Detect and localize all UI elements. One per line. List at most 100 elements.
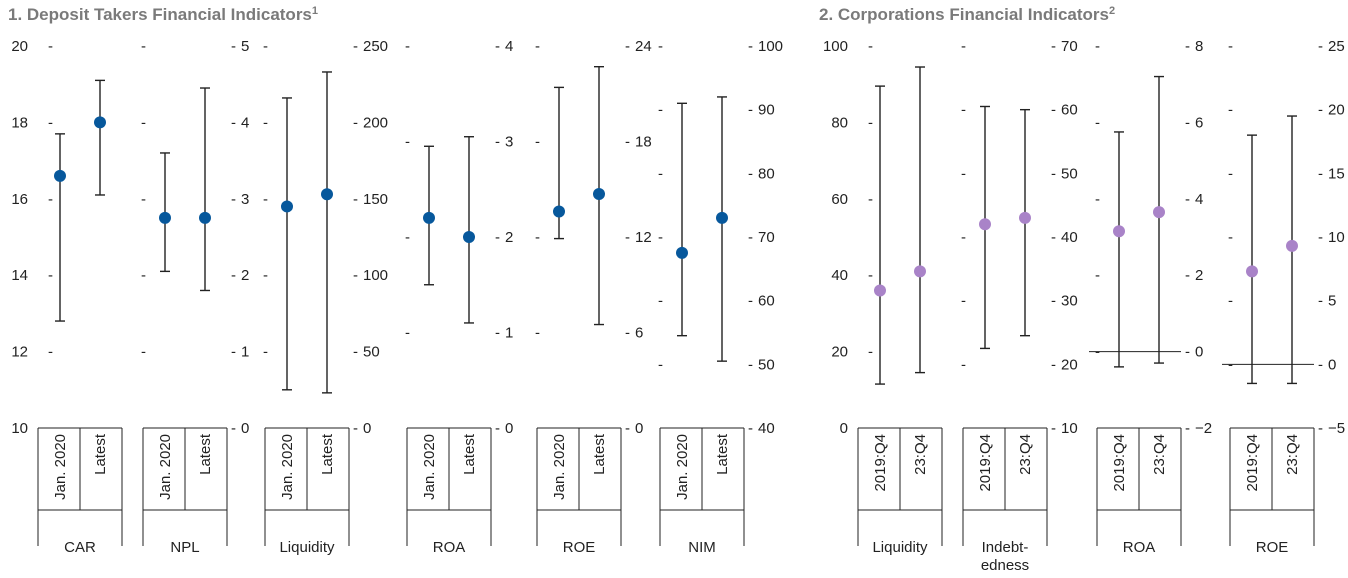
p2-liquidity-period-label: 2019:Q4 bbox=[872, 434, 889, 492]
p2-liquidity-group-label: Liquidity bbox=[872, 539, 928, 556]
p2-indebtedness-tick-mark: - bbox=[1051, 356, 1056, 373]
p2-roa-tick-mark: - bbox=[1185, 38, 1190, 55]
p1-roa-tick-label: 0 bbox=[505, 420, 513, 437]
p2-roe-tick-label: 25 bbox=[1328, 38, 1345, 55]
p2-roe-left-tick-mark: - bbox=[1228, 356, 1233, 373]
p1-nim-left-tick-mark: - bbox=[658, 293, 663, 310]
p2-indebtedness-tick-label: 20 bbox=[1061, 356, 1078, 373]
p2-roa-period-label: 2019:Q4 bbox=[1111, 434, 1128, 492]
p1-nim-tick-label: 60 bbox=[758, 293, 775, 310]
p1-liquidity-left-tick-mark: - bbox=[263, 267, 268, 284]
p1-car-value-point bbox=[94, 116, 106, 129]
p1-liquidity-value-point bbox=[321, 188, 333, 201]
p1-nim-tick-label: 40 bbox=[758, 420, 775, 437]
p2-liquidity-tick-label: 60 bbox=[831, 191, 848, 208]
p1-roa-period-label: Jan. 2020 bbox=[421, 434, 438, 500]
p2-indebtedness-value-point bbox=[979, 218, 991, 231]
p2-roe-group-label: ROE bbox=[1256, 539, 1289, 556]
p1-nim-left-tick-mark: - bbox=[658, 229, 663, 246]
p1-car-tick-label: 18 bbox=[11, 114, 28, 131]
p1-nim-left-tick-mark: - bbox=[658, 38, 663, 55]
p1-nim-tick-label: 80 bbox=[758, 165, 775, 182]
p2-liquidity-tick-mark: - bbox=[868, 38, 873, 55]
p2-roa-tick-label: 6 bbox=[1195, 114, 1203, 131]
p2-roe-tick-mark: - bbox=[1318, 293, 1323, 310]
p1-npl-tick-mark: - bbox=[231, 344, 236, 361]
p1-nim-value-point bbox=[716, 211, 728, 224]
p2-roe-tick-mark: - bbox=[1318, 420, 1323, 437]
p1-roe-tick-label: 18 bbox=[635, 134, 652, 151]
p1-liquidity-tick-label: 250 bbox=[363, 38, 388, 55]
p2-roe-period-label: 2019:Q4 bbox=[1244, 434, 1261, 492]
p1-roa-tick-mark: - bbox=[495, 420, 500, 437]
p1-roe-left-tick-mark: - bbox=[535, 229, 540, 246]
p1-npl-left-tick-mark: - bbox=[141, 38, 146, 55]
p1-nim-tick-mark: - bbox=[748, 229, 753, 246]
p1-npl-tick-mark: - bbox=[231, 267, 236, 284]
p1-npl-value-point bbox=[199, 211, 211, 224]
p1-npl-left-tick-mark: - bbox=[141, 114, 146, 131]
p2-indebtedness-group-label: edness bbox=[981, 557, 1029, 574]
panel-2-title: 2. Corporations Financial Indicators2 bbox=[819, 5, 1115, 24]
p2-indebtedness-tick-mark: - bbox=[1051, 102, 1056, 119]
p1-roa-left-tick-mark: - bbox=[405, 229, 410, 246]
p1-roe-period-label: Latest bbox=[591, 433, 608, 475]
p1-roa-tick-label: 3 bbox=[505, 134, 513, 151]
p2-roa-tick-label: −2 bbox=[1195, 420, 1212, 437]
p2-roe-left-tick-mark: - bbox=[1228, 229, 1233, 246]
p1-npl-value-point bbox=[159, 211, 171, 224]
p1-car-tick-mark: - bbox=[48, 191, 53, 208]
p2-liquidity-tick-mark: - bbox=[868, 191, 873, 208]
p1-car-tick-mark: - bbox=[48, 267, 53, 284]
p2-roa-left-tick-mark: - bbox=[1095, 267, 1100, 284]
p1-liquidity-tick-mark: - bbox=[353, 38, 358, 55]
p2-roe-value-point bbox=[1286, 239, 1298, 252]
p1-car-tick-label: 10 bbox=[11, 420, 28, 437]
p2-liquidity-tick-label: 0 bbox=[840, 420, 848, 437]
p1-roa-tick-label: 4 bbox=[505, 38, 513, 55]
p2-indebtedness-period-label: 23:Q4 bbox=[1017, 434, 1034, 475]
p1-npl-tick-label: 4 bbox=[241, 114, 249, 131]
p1-car-tick-label: 12 bbox=[11, 344, 28, 361]
p2-roe-tick-label: 5 bbox=[1328, 293, 1336, 310]
p1-roe-left-tick-mark: - bbox=[535, 38, 540, 55]
p1-roe-tick-mark: - bbox=[625, 134, 630, 151]
p2-roe-tick-label: 15 bbox=[1328, 165, 1345, 182]
p1-roa-value-point bbox=[463, 231, 475, 243]
p2-indebtedness-tick-label: 60 bbox=[1061, 102, 1078, 119]
p1-roe-tick-label: 12 bbox=[635, 229, 652, 246]
p1-liquidity-tick-mark: - bbox=[353, 267, 358, 284]
p1-liquidity-tick-label: 100 bbox=[363, 267, 388, 284]
panel-1-title: 1. Deposit Takers Financial Indicators1 bbox=[8, 5, 318, 24]
p1-car-tick-label: 16 bbox=[11, 191, 28, 208]
p2-liquidity-period-label: 23:Q4 bbox=[912, 434, 929, 475]
p1-liquidity-left-tick-mark: - bbox=[263, 344, 268, 361]
p1-nim-period-label: Jan. 2020 bbox=[674, 434, 691, 500]
p1-car-tick-mark: - bbox=[48, 344, 53, 361]
p1-roa-tick-mark: - bbox=[495, 38, 500, 55]
p2-roe-tick-mark: - bbox=[1318, 38, 1323, 55]
p2-indebtedness-tick-mark: - bbox=[1051, 165, 1056, 182]
p2-roa-tick-mark: - bbox=[1185, 114, 1190, 131]
p1-nim-tick-mark: - bbox=[748, 356, 753, 373]
p2-roe-left-tick-mark: - bbox=[1228, 293, 1233, 310]
p1-liquidity-period-label: Latest bbox=[319, 433, 336, 475]
p2-indebtedness-left-tick-mark: - bbox=[961, 38, 966, 55]
p1-roe-tick-mark: - bbox=[625, 325, 630, 342]
p1-nim-value-point bbox=[676, 246, 688, 259]
p1-car-tick-label: 20 bbox=[11, 38, 28, 55]
p2-liquidity-tick-label: 100 bbox=[823, 38, 848, 55]
p2-roa-tick-mark: - bbox=[1185, 344, 1190, 361]
p2-indebtedness-tick-label: 40 bbox=[1061, 229, 1078, 246]
p1-roe-tick-mark: - bbox=[625, 229, 630, 246]
p1-nim-tick-label: 90 bbox=[758, 102, 775, 119]
p2-roa-tick-label: 0 bbox=[1195, 344, 1203, 361]
p1-roa-left-tick-mark: - bbox=[405, 38, 410, 55]
p1-roe-tick-label: 6 bbox=[635, 325, 643, 342]
p1-roe-period-label: Jan. 2020 bbox=[551, 434, 568, 500]
p2-indebtedness-tick-mark: - bbox=[1051, 38, 1056, 55]
p2-liquidity-tick-label: 80 bbox=[831, 114, 848, 131]
p1-roa-group-label: ROA bbox=[433, 539, 466, 556]
